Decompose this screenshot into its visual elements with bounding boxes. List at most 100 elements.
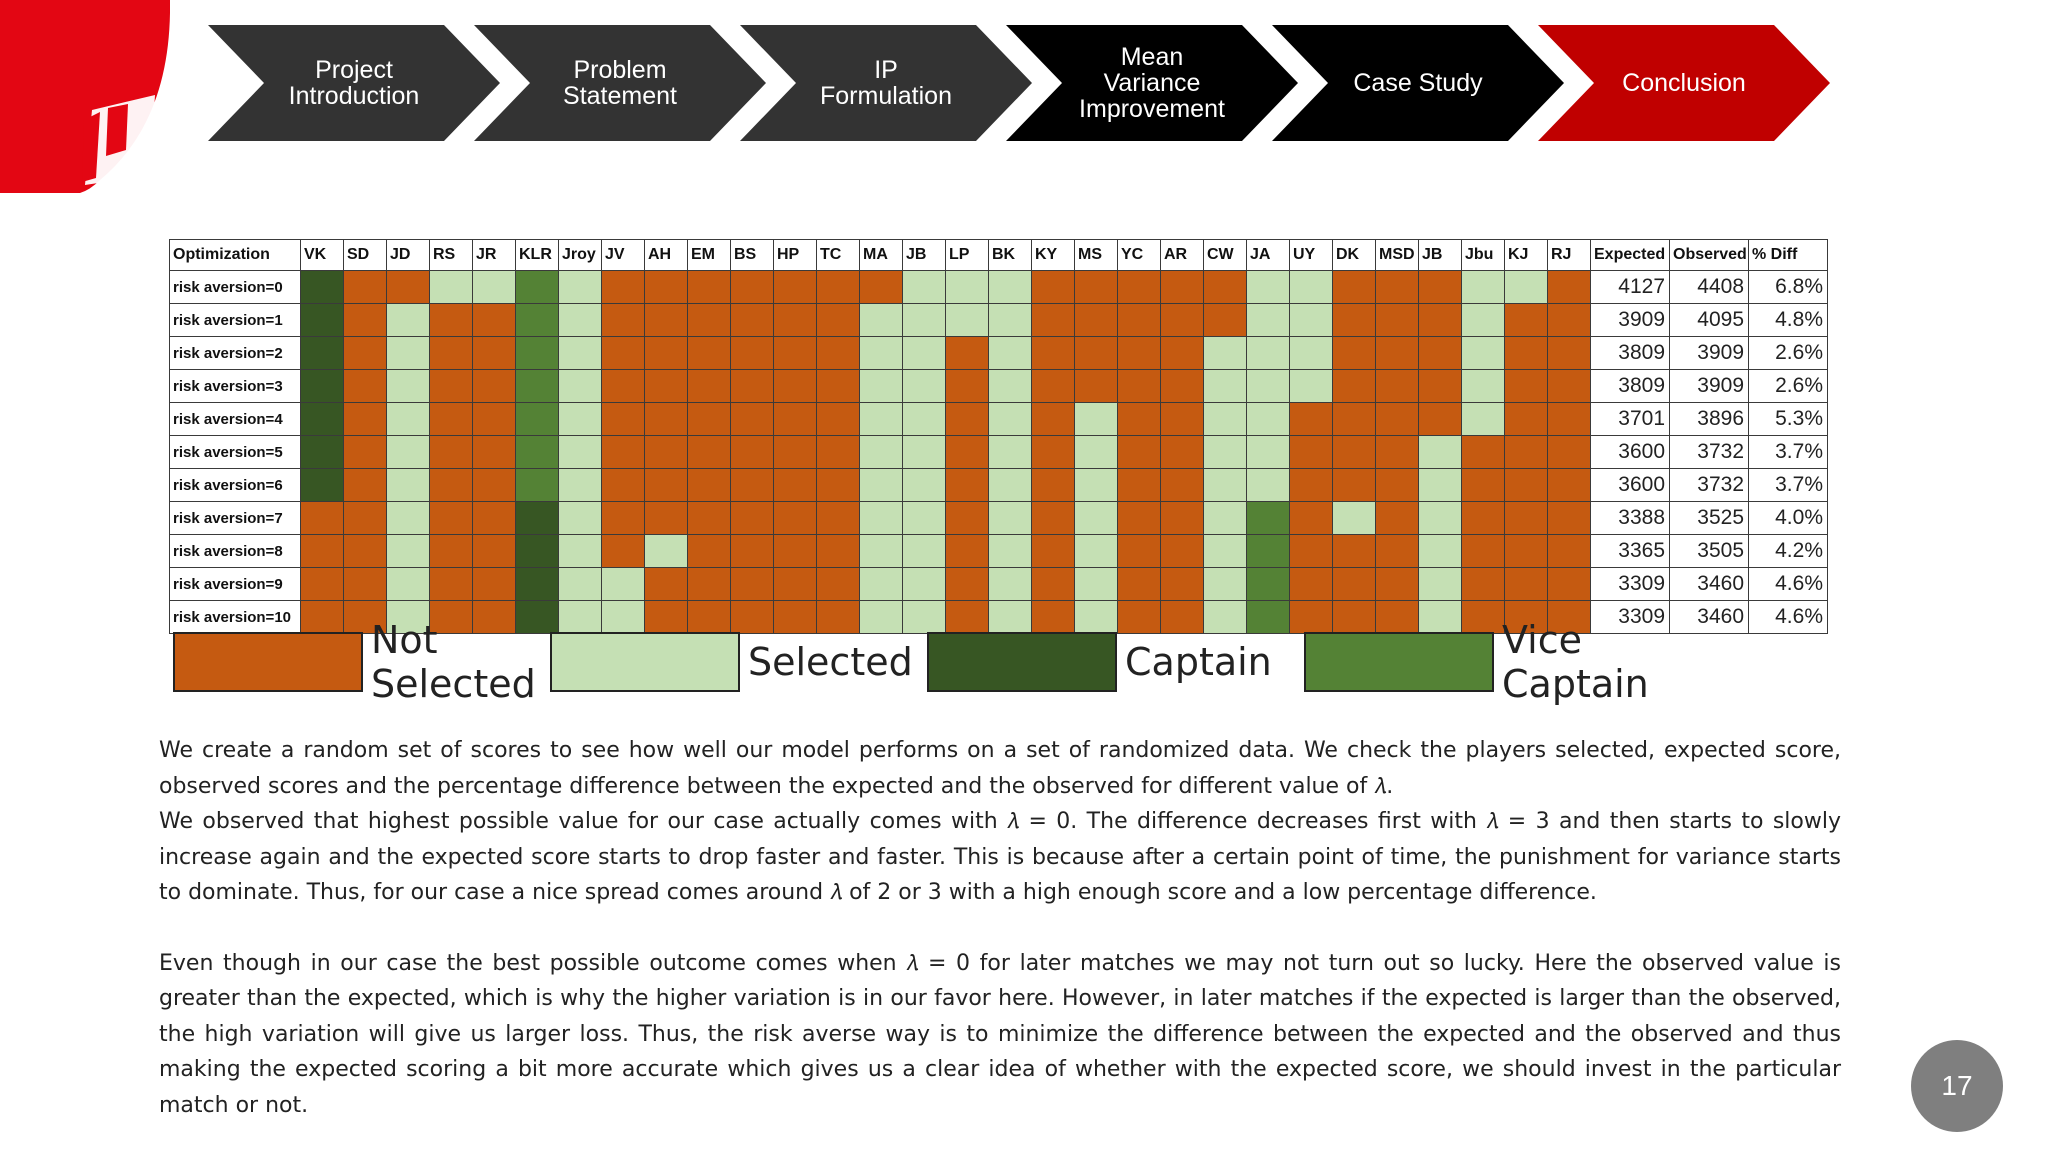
selection-cell [1289,567,1333,601]
cell-observed: 3460 [1669,567,1749,601]
legend-vice-captain: Vice Captain [1304,618,1734,706]
selection-cell [902,435,946,469]
header-player: BS [730,239,774,271]
selection-cell [558,600,602,634]
selection-cell [343,534,387,568]
selection-cell [1074,600,1118,634]
selection-cell [1418,369,1462,403]
selection-cell [1547,567,1591,601]
selection-cell [472,468,516,502]
nav-step-problem-statement[interactable]: Problem Statement [474,25,766,141]
selection-cell [558,336,602,370]
selection-cell [386,369,430,403]
selection-cell [1160,303,1204,337]
selection-cell [343,501,387,535]
header-player: KLR [515,239,559,271]
selection-cell [773,600,817,634]
selection-cell [902,468,946,502]
selection-cell [386,303,430,337]
selection-cell [515,270,559,304]
selection-cell [300,336,344,370]
selection-cell [1203,468,1247,502]
paragraph-3: Even though in our case the best possibl… [159,950,1841,1118]
selection-cell [1289,303,1333,337]
table-row: risk aversion=4 3701 3896 5.3% [169,402,1828,436]
selection-cell [472,567,516,601]
selection-cell [1203,435,1247,469]
selection-cell [1160,369,1204,403]
selection-cell [773,303,817,337]
selection-cell [300,303,344,337]
selection-cell [1547,270,1591,304]
selection-cell [816,567,860,601]
row-label: risk aversion=8 [169,534,301,568]
nav-step-conclusion[interactable]: Conclusion [1538,25,1830,141]
selection-cell [1074,435,1118,469]
selection-cell [1332,336,1376,370]
selection-cell [515,303,559,337]
selection-cell [1418,534,1462,568]
selection-cell [988,303,1032,337]
selection-cell [515,600,559,634]
selection-cell [816,336,860,370]
results-table: Optimization VK SD JD RS JR KLR Jroy JV AH EM BS HP… [169,239,1828,634]
header-player: JR [472,239,516,271]
selection-cell [730,600,774,634]
selection-cell [1117,369,1161,403]
header-player: AH [644,239,688,271]
row-label: risk aversion=9 [169,567,301,601]
nav-step-mean-variance-improvement[interactable]: Mean Variance Improvement [1006,25,1298,141]
selection-cell [1418,303,1462,337]
selection-cell [429,336,473,370]
legend-swatch-not-selected [173,632,363,692]
cell-observed: 3909 [1669,336,1749,370]
selection-cell [687,369,731,403]
selection-cell [1504,534,1548,568]
selection-cell [1461,303,1505,337]
selection-cell [1375,303,1419,337]
selection-cell [1246,303,1290,337]
row-label: risk aversion=10 [169,600,301,634]
selection-cell [1203,534,1247,568]
cell-observed: 3909 [1669,369,1749,403]
header-optimization: Optimization [169,239,301,271]
selection-cell [1332,303,1376,337]
selection-cell [1332,402,1376,436]
selection-cell [773,270,817,304]
selection-cell [1547,435,1591,469]
selection-cell [1504,402,1548,436]
row-label: risk aversion=0 [169,270,301,304]
selection-cell [988,336,1032,370]
legend-selected: Selected [550,632,927,692]
selection-cell [386,501,430,535]
nav-step-case-study[interactable]: Case Study [1272,25,1564,141]
selection-cell [1504,435,1548,469]
header-player: JD [386,239,430,271]
nav-step-project-introduction[interactable]: Project Introduction [208,25,500,141]
cell-observed: 3525 [1669,501,1749,535]
selection-cell [816,534,860,568]
selection-cell [988,270,1032,304]
selection-cell [1289,435,1333,469]
selection-cell [687,600,731,634]
selection-cell [1289,270,1333,304]
selection-cell [773,435,817,469]
selection-cell [1289,402,1333,436]
selection-cell [1418,600,1462,634]
row-label: risk aversion=6 [169,468,301,502]
selection-cell [1117,435,1161,469]
selection-cell [558,468,602,502]
nav-step-ip-formulation[interactable]: IP Formulation [740,25,1032,141]
header-player: BK [988,239,1032,271]
cell-expected: 3600 [1590,435,1670,469]
selection-cell [300,435,344,469]
selection-cell [1375,435,1419,469]
nav-step-label: Problem Statement [563,56,677,110]
selection-cell [816,303,860,337]
selection-cell [1418,402,1462,436]
selection-cell [429,270,473,304]
selection-cell [945,435,989,469]
header-player: MA [859,239,903,271]
selection-cell [687,567,731,601]
selection-cell [1375,600,1419,634]
